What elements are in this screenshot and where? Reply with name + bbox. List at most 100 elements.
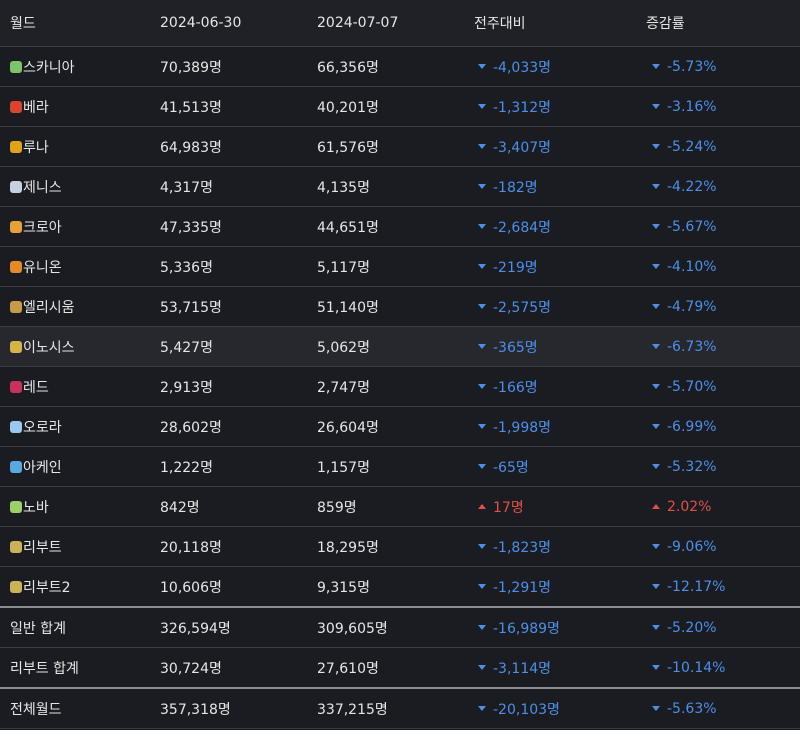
table-cell: 309,605명 [317, 608, 388, 647]
cell-text: -6.73% [667, 338, 717, 355]
header-cell: 월드 [10, 0, 36, 46]
change-arrow [652, 224, 660, 229]
world-icon [10, 140, 22, 153]
table-cell: 337,215명 [317, 689, 388, 728]
table-row: 리부트 합계 30,724명 27,610명 -3,114명 -10.14% [0, 648, 800, 689]
change-arrow [652, 344, 660, 349]
cell-text: 오로라 [23, 419, 62, 436]
table-cell: -5.73% [652, 47, 717, 86]
table-cell: 44,651명 [317, 207, 379, 246]
cell-text: -5.24% [667, 138, 717, 155]
table-cell: 이노시스 [10, 327, 75, 366]
table-cell: -5.24% [652, 127, 717, 166]
change-arrow [652, 504, 660, 509]
table-cell: 5,062명 [317, 327, 370, 366]
change-arrow [478, 504, 486, 509]
change-arrow [478, 424, 486, 429]
table-cell: 오로라 [10, 407, 62, 446]
cell-text: -9.06% [667, 538, 717, 555]
cell-text: 10,606명 [160, 579, 222, 596]
cell-text: 스카니아 [23, 59, 75, 76]
table-cell: 베라 [10, 87, 49, 126]
table-cell: 9,315명 [317, 567, 370, 606]
cell-text: -3,407명 [493, 139, 552, 156]
table-cell: 스카니아 [10, 47, 75, 86]
table-cell: -12.17% [652, 567, 725, 606]
table-cell: -4,033명 [478, 47, 551, 86]
world-icon [10, 340, 22, 353]
change-arrow [652, 384, 660, 389]
cell-text: -5.67% [667, 218, 717, 235]
cell-text: -3.16% [667, 98, 717, 115]
table-cell: -365명 [478, 327, 538, 366]
table-cell: -2,684명 [478, 207, 551, 246]
cell-text: -1,998명 [493, 419, 552, 436]
world-icon [10, 260, 22, 273]
cell-text: 309,605명 [317, 620, 388, 637]
cell-text: -16,989명 [493, 620, 560, 637]
cell-text: 리부트 [23, 539, 62, 556]
cell-text: -219명 [493, 259, 538, 276]
table-cell: -20,103명 [478, 689, 560, 728]
cell-text: 5,062명 [317, 339, 370, 356]
table-cell: -9.06% [652, 527, 717, 566]
change-arrow [652, 104, 660, 109]
table-cell: 5,427명 [160, 327, 213, 366]
cell-text: 아케인 [23, 459, 62, 476]
cell-text: 5,336명 [160, 259, 213, 276]
table-cell: -5.63% [652, 689, 717, 728]
cell-text: -6.99% [667, 418, 717, 435]
table-cell: -65명 [478, 447, 529, 486]
table-cell: 5,336명 [160, 247, 213, 286]
table-cell: -10.14% [652, 648, 725, 687]
table-cell: 842명 [160, 487, 200, 526]
table-row: 엘리시움 53,715명 51,140명 -2,575명 -4.79% [0, 287, 800, 327]
cell-text: 337,215명 [317, 701, 388, 718]
table-cell: -6.73% [652, 327, 717, 366]
cell-text: 노바 [23, 499, 49, 516]
table-cell: 27,610명 [317, 648, 379, 687]
cell-text: 70,389명 [160, 59, 222, 76]
cell-text: -5.32% [667, 458, 717, 475]
cell-text: 5,117명 [317, 259, 370, 276]
change-arrow [478, 665, 486, 670]
table-cell: -5.20% [652, 608, 717, 647]
change-arrow [478, 224, 486, 229]
cell-text: -12.17% [667, 578, 726, 595]
table-cell: -5.32% [652, 447, 717, 486]
header-text: 2024-06-30 [160, 15, 242, 31]
change-arrow [478, 64, 486, 69]
table-cell: -3,407명 [478, 127, 551, 166]
cell-text: -1,312명 [493, 99, 552, 116]
table-row: 베라 41,513명 40,201명 -1,312명 -3.16% [0, 87, 800, 127]
table-cell: 1,222명 [160, 447, 213, 486]
header-text: 전주대비 [474, 16, 526, 32]
table-cell: 1,157명 [317, 447, 370, 486]
table-cell: 유니온 [10, 247, 62, 286]
table-cell: -1,312명 [478, 87, 551, 126]
cell-text: -182명 [493, 179, 538, 196]
table-cell: -166명 [478, 367, 538, 406]
table-cell: -1,823명 [478, 527, 551, 566]
table-cell: 노바 [10, 487, 49, 526]
header-cell: 증감률 [646, 0, 685, 46]
cell-text: 1,222명 [160, 459, 213, 476]
table-cell: 10,606명 [160, 567, 222, 606]
table-cell: -5.70% [652, 367, 717, 406]
header-cell: 2024-07-07 [317, 0, 398, 46]
change-arrow [652, 184, 660, 189]
change-arrow [478, 625, 486, 630]
table-row: 이노시스 5,427명 5,062명 -365명 -6.73% [0, 327, 800, 367]
cell-text: 61,576명 [317, 139, 379, 156]
cell-text: 842명 [160, 499, 200, 516]
table-cell: -4.10% [652, 247, 717, 286]
cell-text: -2,684명 [493, 219, 552, 236]
cell-text: -20,103명 [493, 701, 560, 718]
change-arrow [478, 184, 486, 189]
table-cell: 리부트 합계 [10, 648, 79, 687]
table-cell: -1,998명 [478, 407, 551, 446]
cell-text: 28,602명 [160, 419, 222, 436]
change-arrow [478, 264, 486, 269]
change-arrow [652, 544, 660, 549]
